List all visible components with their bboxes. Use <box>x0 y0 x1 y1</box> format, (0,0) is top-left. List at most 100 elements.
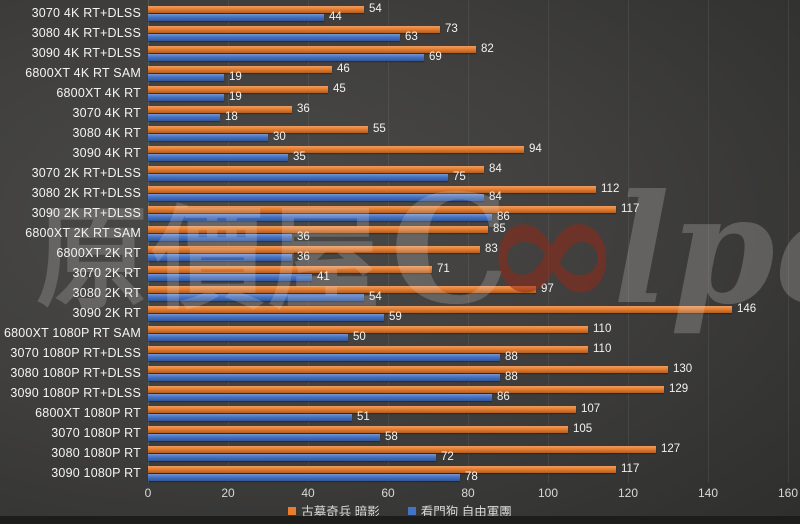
bar-tomb-raider: 127 <box>148 442 681 455</box>
bar-tomb-raider: 73 <box>148 22 458 35</box>
legend-swatch-orange <box>288 506 297 515</box>
category-label: 6800XT 4K RT SAM <box>25 66 141 80</box>
bar-fill <box>148 366 668 373</box>
bar-fill <box>148 46 476 53</box>
bar-watch-dogs: 51 <box>148 411 370 422</box>
gridline-140 <box>708 0 709 483</box>
category-label: 6800XT 2K RT <box>56 246 141 260</box>
value-label: 94 <box>529 142 542 155</box>
chart-row: 6800XT 4K RT SAM 46 19 <box>0 63 800 83</box>
value-label: 127 <box>661 442 681 455</box>
bar-tomb-raider: 129 <box>148 382 689 395</box>
category-label: 3090 2K RT <box>72 306 141 320</box>
category-label: 3090 1080P RT <box>51 466 141 480</box>
category-label: 3070 1080P RT+DLSS <box>10 346 141 360</box>
bar-fill <box>148 346 588 353</box>
bar-watch-dogs: 41 <box>148 270 330 283</box>
chart-row: 3090 2K RT+DLSS 117 86 <box>0 203 800 223</box>
value-label: 97 <box>541 282 554 295</box>
bar-watch-dogs: 84 <box>148 190 502 203</box>
category-label: 3090 1080P RT+DLSS <box>10 386 141 400</box>
value-label: 36 <box>297 230 310 243</box>
category-label: 3070 1080P RT <box>51 426 141 440</box>
bar-fill <box>148 266 432 273</box>
bar-tomb-raider: 97 <box>148 282 554 295</box>
bar-fill <box>148 194 484 201</box>
value-label: 117 <box>621 462 640 475</box>
bar-fill <box>148 86 328 93</box>
value-label: 54 <box>369 2 382 15</box>
bar-watch-dogs: 18 <box>148 111 238 122</box>
bar-fill <box>148 14 324 21</box>
bar-watch-dogs: 19 <box>148 71 242 82</box>
bar-fill <box>148 26 440 33</box>
category-label: 3070 4K RT <box>72 106 141 120</box>
bar-watch-dogs: 69 <box>148 51 442 62</box>
chart-row: 3070 1080P RT+DLSS 110 88 <box>0 343 800 363</box>
bar-fill <box>148 186 596 193</box>
value-label: 45 <box>333 82 346 95</box>
chart-row: 6800XT 2K RT 83 36 <box>0 243 800 263</box>
category-label: 6800XT 1080P RT <box>35 406 141 420</box>
value-label: 46 <box>337 62 350 75</box>
chart-row: 3090 1080P RT 117 78 <box>0 463 800 483</box>
bar-fill <box>148 166 484 173</box>
category-label: 3090 4K RT <box>72 146 141 160</box>
bar-fill <box>148 246 480 253</box>
bar-tomb-raider: 117 <box>148 202 640 215</box>
gridline-20 <box>228 0 229 483</box>
category-label: 3080 1080P RT <box>51 446 141 460</box>
bar-fill <box>148 6 364 13</box>
chart-row: 3080 1080P RT+DLSS 130 88 <box>0 363 800 383</box>
value-label: 105 <box>573 422 593 435</box>
chart-row: 3090 2K RT 146 59 <box>0 303 800 323</box>
gridline-100 <box>548 0 549 483</box>
value-label: 44 <box>329 10 342 23</box>
value-label: 73 <box>445 22 458 35</box>
category-label: 3080 2K RT+DLSS <box>31 186 141 200</box>
bar-fill <box>148 446 656 453</box>
bar-watch-dogs: 44 <box>148 10 342 23</box>
bar-tomb-raider: 84 <box>148 163 502 174</box>
chart-row: 3080 1080P RT 127 72 <box>0 443 800 463</box>
category-label: 6800XT 4K RT <box>56 86 141 100</box>
value-label: 84 <box>489 190 502 203</box>
bar-fill <box>148 274 312 281</box>
chart-row: 3090 4K RT+DLSS 82 69 <box>0 43 800 63</box>
bar-fill <box>148 434 380 441</box>
gridline-120 <box>628 0 629 483</box>
value-label: 88 <box>505 370 518 383</box>
category-label: 6800XT 1080P RT SAM <box>4 326 141 340</box>
value-label: 117 <box>621 202 640 215</box>
category-label: 3070 4K RT+DLSS <box>31 6 141 20</box>
bar-fill <box>148 206 616 213</box>
value-label: 88 <box>505 350 518 363</box>
bar-fill <box>148 54 424 61</box>
value-label: 129 <box>669 382 689 395</box>
legend-label-tomb-raider: 古墓奇兵 暗影 <box>301 505 380 519</box>
value-label: 63 <box>405 30 418 43</box>
value-label: 78 <box>465 470 478 483</box>
bar-fill <box>148 114 220 121</box>
value-label: 112 <box>601 182 620 195</box>
x-tick-label-160: 160 <box>777 486 799 500</box>
x-tick-label-120: 120 <box>617 486 639 500</box>
bar-fill <box>148 126 368 133</box>
bar-fill <box>148 454 436 461</box>
bar-fill <box>148 294 364 301</box>
bar-fill <box>148 154 288 161</box>
value-label: 30 <box>273 130 286 143</box>
value-label: 110 <box>593 342 612 355</box>
bar-tomb-raider: 110 <box>148 323 611 334</box>
bar-watch-dogs: 36 <box>148 251 310 262</box>
chart-row: 6800XT 1080P RT 107 51 <box>0 403 800 423</box>
x-tick-label-140: 140 <box>697 486 719 500</box>
legend: 古墓奇兵 暗影 看門狗 自由軍團 <box>0 501 800 520</box>
value-label: 50 <box>353 330 366 343</box>
x-tick-label-100: 100 <box>537 486 559 500</box>
value-label: 86 <box>497 210 510 223</box>
bar-fill <box>148 226 488 233</box>
bar-watch-dogs: 19 <box>148 91 242 102</box>
value-label: 41 <box>317 270 330 283</box>
